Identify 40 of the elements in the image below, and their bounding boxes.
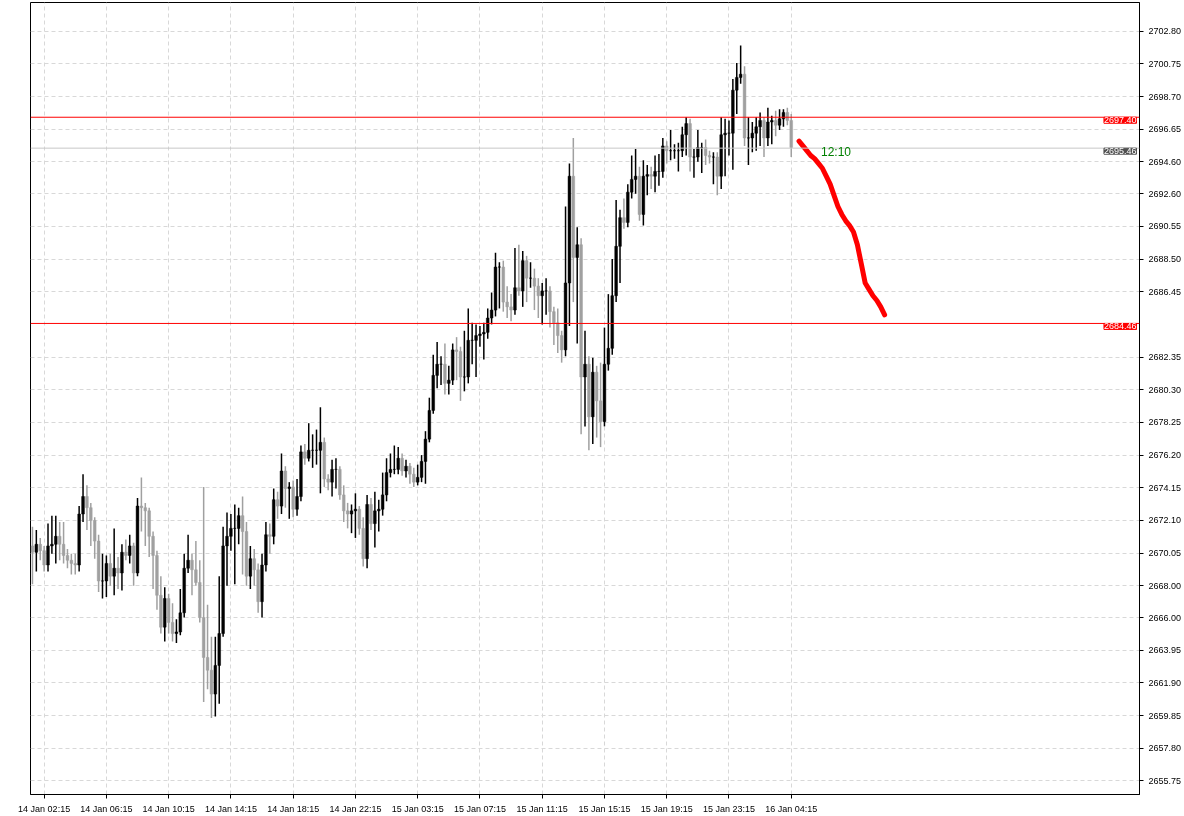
x-tick-label: 16 Jan 04:15	[765, 803, 818, 814]
x-tick-label: 15 Jan 15:15	[578, 803, 631, 814]
x-tick-label: 14 Jan 22:15	[329, 803, 382, 814]
ref-line-label: 2697.40	[1103, 115, 1137, 126]
x-tick-label: 15 Jan 19:15	[640, 803, 693, 814]
y-tick-label: 2674.15	[1148, 482, 1182, 493]
x-tick-label: 14 Jan 10:15	[142, 803, 195, 814]
y-tick-label: 2670.05	[1148, 548, 1182, 559]
y-tick-label: 2668.00	[1148, 580, 1182, 591]
x-tick-label: 15 Jan 11:15	[516, 803, 568, 814]
y-tick-label: 2661.90	[1148, 677, 1182, 688]
y-tick-label: 2686.45	[1148, 286, 1182, 297]
x-tick-label: 14 Jan 14:15	[204, 803, 257, 814]
annotation: 12:10	[821, 145, 852, 160]
x-tick-label: 14 Jan 18:15	[267, 803, 320, 814]
y-tick-label: 2694.60	[1148, 156, 1182, 167]
y-tick-label: 2672.10	[1148, 515, 1182, 526]
y-tick-label: 2666.00	[1148, 612, 1182, 623]
y-tick-label: 2690.55	[1148, 221, 1182, 232]
y-tick-label: 2702.80	[1148, 26, 1182, 37]
y-tick-label: 2659.85	[1148, 710, 1182, 721]
y-tick-label: 2678.25	[1148, 417, 1182, 428]
x-tick-label: 15 Jan 07:15	[453, 803, 506, 814]
ref-line-label: 2684.46	[1103, 321, 1137, 332]
x-tick-label: 15 Jan 03:15	[391, 803, 444, 814]
y-tick-label: 2692.60	[1148, 188, 1182, 199]
y-tick-label: 2657.80	[1148, 743, 1182, 754]
y-tick-label: 2700.75	[1148, 58, 1182, 69]
y-tick-label: 2688.50	[1148, 254, 1182, 265]
y-tick-label: 2655.75	[1148, 775, 1182, 786]
y-tick-label: 2680.30	[1148, 384, 1182, 395]
y-tick-label: 2676.20	[1148, 450, 1182, 461]
y-tick-label: 2698.70	[1148, 91, 1182, 102]
x-tick-label: 14 Jan 02:15	[18, 803, 71, 814]
x-tick-label: 14 Jan 06:15	[80, 803, 133, 814]
y-tick-label: 2696.65	[1148, 124, 1182, 135]
y-tick-label: 2682.35	[1148, 352, 1182, 363]
ref-line-label: 2695.46	[1103, 146, 1137, 157]
x-tick-label: 15 Jan 23:15	[702, 803, 755, 814]
y-tick-label: 2663.95	[1148, 645, 1182, 656]
